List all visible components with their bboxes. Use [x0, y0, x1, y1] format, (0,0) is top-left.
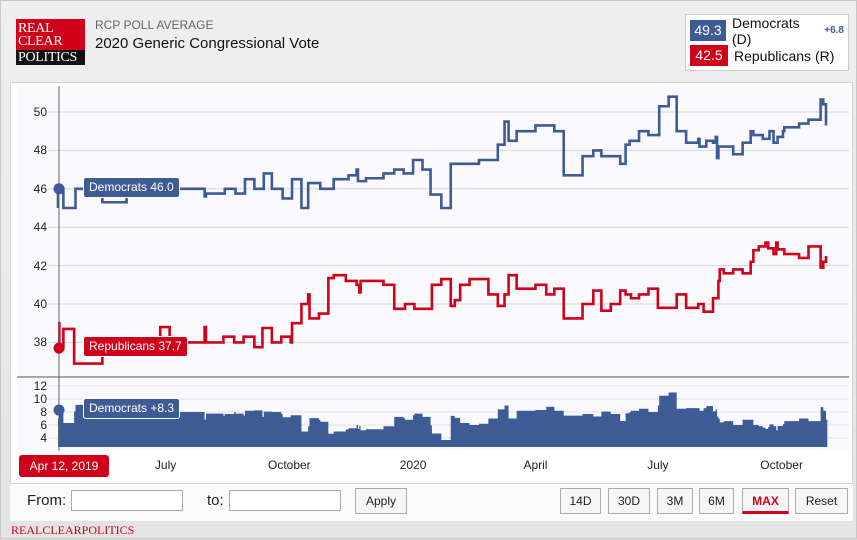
range-3m-button[interactable]: 3M [657, 488, 693, 514]
dem-value: 49.3 [690, 20, 726, 41]
legend-dem: 49.3 Democrats (D) +6.8 [690, 15, 844, 47]
from-label: From: [27, 492, 67, 509]
spread-tick-label: 6 [40, 418, 47, 432]
y-tick-label: 44 [33, 220, 47, 235]
democrats-marker [53, 183, 65, 195]
republicans-marker [53, 342, 65, 354]
subtitle: RCP POLL AVERAGE [95, 18, 214, 32]
rep-label: Republicans (R) [734, 47, 835, 64]
x-tick-label: October [267, 458, 311, 472]
chart-title: 2020 Generic Congressional Vote [95, 35, 320, 52]
legend-rep: 42.5 Republicans (R) [690, 44, 844, 67]
x-tick-label: 2020 [399, 458, 427, 472]
democrats-line [56, 95, 828, 210]
range-max-button[interactable]: MAX [742, 488, 789, 514]
y-tick-label: 42 [33, 258, 47, 273]
spread-tick-label: 10 [33, 392, 47, 406]
y-tick-label: 50 [33, 105, 47, 119]
footer-brand: REALCLEARPOLITICS [11, 523, 135, 537]
spread-marker [53, 404, 65, 416]
range-30d-button[interactable]: 30D [608, 488, 650, 514]
rcp-logo: REAL CLEAR POLITICS [16, 19, 85, 65]
spread-tick-label: 12 [33, 379, 47, 393]
y-tick-label: 46 [33, 181, 47, 196]
x-tick-label: October [760, 458, 803, 472]
x-tick-label: July [154, 458, 177, 472]
rep-value: 42.5 [690, 45, 728, 66]
to-label: to: [207, 492, 224, 509]
spread-tick-label: 4 [40, 431, 47, 445]
date-tooltip: Apr 12, 2019 [19, 455, 109, 477]
to-date-input[interactable] [229, 490, 341, 511]
legend: 49.3 Democrats (D) +6.8 42.5 Republicans (R… [685, 14, 849, 71]
reset-button[interactable]: Reset [795, 488, 848, 514]
spread-area [58, 392, 828, 447]
dem-label: Democrats (D) [732, 14, 800, 47]
spread-value: +6.8 [824, 25, 844, 36]
y-tick-label: 48 [33, 143, 47, 158]
dem-tooltip: Democrats 46.0 [83, 177, 180, 198]
spread-tooltip: Democrats +8.3 [83, 398, 181, 419]
x-tick-label: April [523, 458, 548, 472]
spread-tick-label: 8 [40, 405, 47, 419]
republicans-line [58, 241, 828, 365]
y-tick-label: 40 [33, 297, 47, 311]
from-date-input[interactable] [71, 490, 183, 511]
x-tick-label: July [647, 458, 669, 472]
apply-button[interactable]: Apply [355, 488, 407, 514]
range-6m-button[interactable]: 6M [699, 488, 734, 514]
plot-area[interactable] [17, 86, 849, 451]
rep-tooltip: Republicans 37.7 [83, 336, 188, 357]
y-tick-label: 38 [33, 335, 47, 350]
range-14d-button[interactable]: 14D [560, 488, 601, 514]
